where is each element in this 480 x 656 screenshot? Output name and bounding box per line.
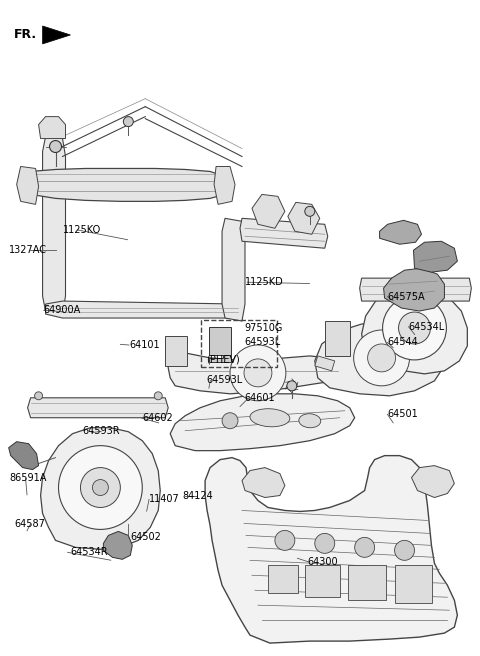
Text: 11407: 11407: [149, 495, 180, 504]
Circle shape: [59, 445, 142, 529]
Polygon shape: [17, 167, 38, 205]
Text: 64587: 64587: [14, 520, 45, 529]
Circle shape: [305, 207, 315, 216]
Circle shape: [222, 413, 238, 429]
Polygon shape: [413, 241, 457, 272]
Circle shape: [230, 345, 286, 401]
Text: 64602: 64602: [142, 413, 173, 423]
Bar: [201, 320, 277, 367]
Circle shape: [244, 359, 272, 387]
Bar: [209, 327, 231, 356]
Polygon shape: [38, 117, 65, 138]
Circle shape: [354, 330, 409, 386]
Polygon shape: [9, 441, 38, 470]
Polygon shape: [214, 167, 235, 205]
Polygon shape: [28, 398, 168, 418]
Text: 64593R: 64593R: [82, 426, 120, 436]
Text: 1125KD: 1125KD: [245, 277, 284, 287]
Polygon shape: [205, 456, 457, 643]
Polygon shape: [252, 194, 285, 228]
Polygon shape: [43, 136, 65, 314]
Circle shape: [123, 117, 133, 127]
Polygon shape: [168, 351, 340, 394]
Polygon shape: [360, 278, 471, 301]
Text: (PHEV): (PHEV): [206, 354, 240, 364]
Text: 64300: 64300: [307, 557, 337, 567]
Circle shape: [154, 392, 162, 400]
Polygon shape: [209, 356, 231, 362]
Text: 1327AC: 1327AC: [9, 245, 48, 255]
Text: 97510G: 97510G: [245, 323, 283, 333]
Polygon shape: [103, 531, 132, 560]
Text: 64575A: 64575A: [387, 292, 425, 302]
Circle shape: [395, 541, 415, 560]
Polygon shape: [19, 169, 228, 201]
Polygon shape: [380, 220, 421, 244]
Text: 64601: 64601: [245, 393, 276, 403]
Circle shape: [93, 480, 108, 495]
Text: 1125KO: 1125KO: [63, 225, 101, 235]
Circle shape: [35, 392, 43, 400]
Text: 64544: 64544: [387, 337, 418, 348]
Circle shape: [398, 312, 431, 344]
Text: 64593L: 64593L: [245, 337, 281, 348]
Polygon shape: [43, 26, 71, 44]
Polygon shape: [288, 202, 320, 234]
Polygon shape: [361, 288, 468, 374]
Polygon shape: [411, 466, 455, 497]
Polygon shape: [46, 301, 242, 318]
Bar: [348, 565, 385, 600]
Text: 64502: 64502: [130, 532, 161, 543]
Text: FR.: FR.: [14, 28, 37, 41]
Text: 64534L: 64534L: [408, 321, 445, 332]
Polygon shape: [41, 428, 160, 549]
Text: 64593L: 64593L: [206, 375, 243, 385]
Polygon shape: [240, 218, 328, 248]
Polygon shape: [170, 394, 355, 451]
Circle shape: [383, 296, 446, 360]
Polygon shape: [222, 218, 245, 321]
Ellipse shape: [250, 409, 290, 427]
Polygon shape: [242, 468, 285, 497]
Bar: [325, 321, 350, 356]
Text: 86591A: 86591A: [9, 474, 47, 483]
Text: 64900A: 64900A: [44, 305, 81, 316]
Ellipse shape: [299, 414, 321, 428]
Bar: [395, 565, 432, 604]
Bar: [268, 565, 298, 593]
Polygon shape: [315, 356, 335, 371]
Circle shape: [315, 533, 335, 554]
Text: 64101: 64101: [129, 340, 159, 350]
Polygon shape: [384, 268, 444, 311]
Bar: [165, 336, 187, 366]
Circle shape: [355, 537, 374, 558]
Text: 84124: 84124: [182, 491, 213, 501]
Bar: [305, 565, 340, 597]
Polygon shape: [315, 322, 444, 396]
Text: 64501: 64501: [387, 409, 418, 419]
Circle shape: [368, 344, 396, 372]
Circle shape: [275, 531, 295, 550]
Circle shape: [287, 381, 297, 391]
Circle shape: [49, 140, 61, 152]
Circle shape: [81, 468, 120, 508]
Text: 64534R: 64534R: [70, 547, 108, 558]
